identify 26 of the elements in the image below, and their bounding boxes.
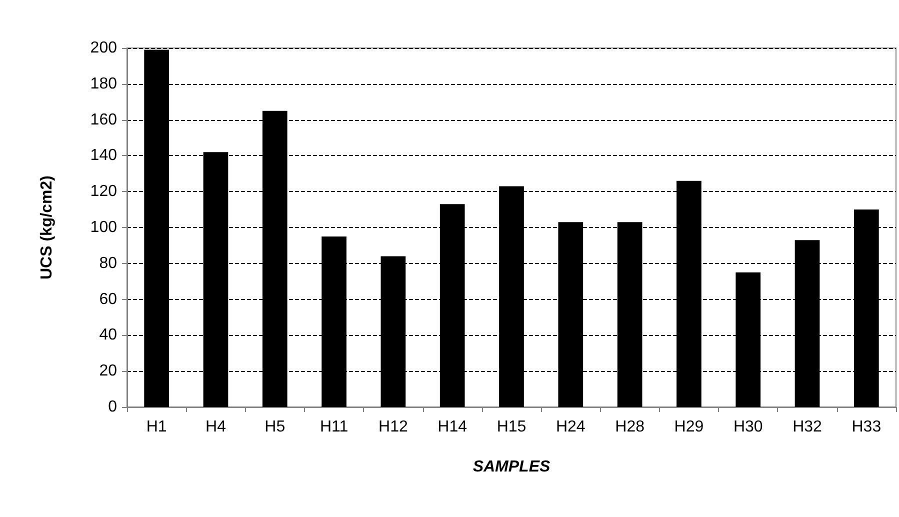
y-tick-label: 180 [90, 75, 118, 92]
x-tick-label: H24 [556, 418, 586, 436]
y-tick-label: 60 [99, 290, 118, 308]
x-tick-label: H1 [146, 418, 167, 436]
x-tick-label: H33 [852, 418, 882, 436]
y-tick-label: 200 [90, 40, 118, 56]
x-tick-label: H15 [496, 418, 526, 436]
x-tick-label: H14 [438, 418, 468, 436]
y-tick-label: 40 [99, 326, 118, 344]
x-axis-title: SAMPLES [472, 458, 550, 476]
x-tick-label: H30 [733, 418, 763, 436]
y-tick-label: 20 [99, 362, 118, 380]
y-axis-title: UCS (kg/cm2) [38, 175, 56, 280]
x-tick-label: H4 [206, 418, 226, 436]
y-tick-label: 80 [99, 254, 118, 272]
y-tick-label: 0 [108, 398, 118, 416]
y-tick-label: 120 [90, 183, 118, 200]
y-tick-label: 100 [90, 219, 118, 236]
y-tick-label: 160 [90, 111, 118, 128]
x-tick-label: H32 [792, 418, 822, 436]
x-tick-label: H5 [264, 418, 286, 436]
x-tick-label: H12 [378, 418, 408, 436]
y-tick-label: 140 [90, 147, 118, 164]
x-tick-label: H28 [615, 418, 645, 436]
x-tick-label: H29 [674, 418, 704, 436]
x-tick-label: H11 [320, 418, 348, 436]
